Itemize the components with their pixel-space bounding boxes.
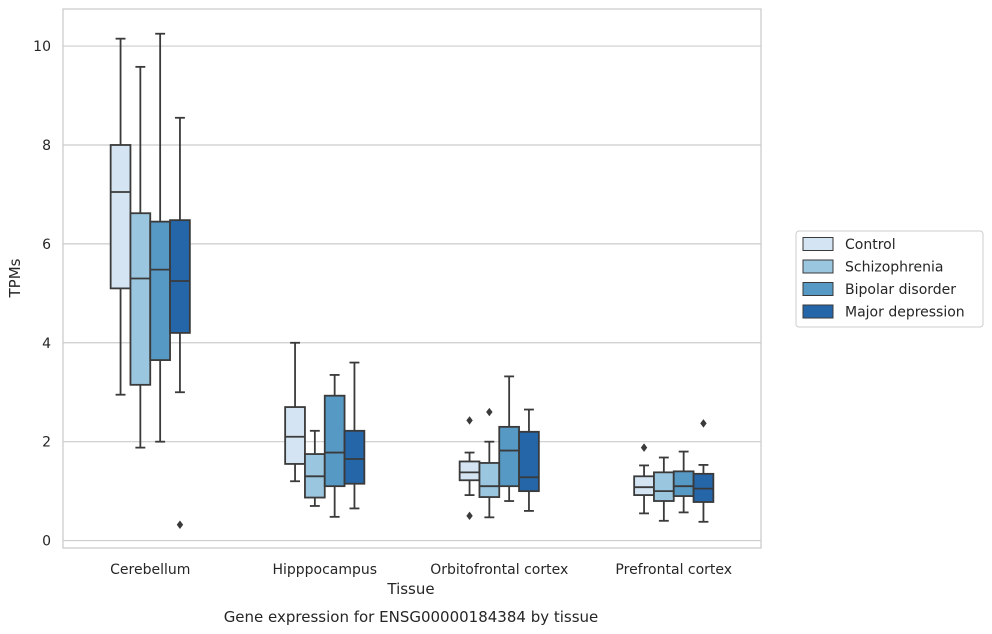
box-cerebellum-major-depression [169, 116, 191, 529]
legend-label-bipolar-disorder: Bipolar disorder [845, 282, 956, 298]
box-hipppocampus-major-depression [343, 361, 366, 510]
x-tick-label: Hipppocampus [272, 562, 377, 578]
y-axis-label: TPMs [6, 258, 24, 298]
box-prefrontal-cortex-bipolar-disorder [672, 450, 695, 514]
y-tick-label: 4 [42, 336, 51, 352]
outlier-point [466, 511, 473, 521]
x-tick-label: Cerebellum [110, 562, 190, 578]
box-prefrontal-cortex-schizophrenia [653, 456, 675, 522]
outlier-point [700, 419, 707, 428]
box-cerebellum-bipolar-disorder [149, 32, 171, 443]
box-prefrontal-cortex-major-depression [692, 419, 715, 523]
box-iqr [323, 394, 346, 488]
legend-swatch-control [802, 237, 834, 251]
box-iqr [518, 430, 540, 493]
boxes [109, 32, 715, 529]
box-orbitofrontal-cortex-major-depression [518, 408, 540, 512]
x-tick-labels: Cerebellum Hipppocampus Orbitofrontal cort… [110, 562, 732, 578]
figure-caption: Gene expression for ENSG00000184384 by t… [224, 608, 599, 626]
box-iqr [149, 220, 171, 361]
legend-label-major-depression: Major depression [845, 305, 965, 321]
box-iqr [498, 425, 520, 488]
box-orbitofrontal-cortex-control [458, 416, 481, 521]
box-iqr [458, 460, 481, 482]
y-tick-label: 6 [42, 237, 51, 253]
outlier-point [176, 520, 184, 529]
box-iqr [109, 144, 132, 290]
box-iqr [169, 219, 191, 334]
box-hipppocampus-control [284, 341, 306, 483]
legend-swatch-bipolar-disorder [802, 282, 834, 296]
box-orbitofrontal-cortex-bipolar-disorder [498, 375, 520, 502]
box-iqr [478, 462, 501, 498]
y-tick-labels: 0 2 4 6 8 10 [33, 39, 51, 549]
y-tick-label: 2 [42, 435, 51, 451]
y-tick-label: 10 [33, 39, 51, 55]
outlier-point [640, 443, 648, 452]
legend: Control Schizophrenia Bipolar disorder Majo… [795, 230, 984, 328]
outlier-point [466, 416, 473, 425]
x-tick-label: Prefrontal cortex [615, 562, 732, 578]
plot-frame [62, 8, 762, 549]
x-axis-label: Tissue [386, 580, 434, 598]
legend-label-schizophrenia: Schizophrenia [845, 260, 943, 276]
box-hipppocampus-bipolar-disorder [323, 374, 346, 518]
box-iqr [633, 475, 655, 496]
box-cerebellum-schizophrenia [129, 65, 152, 449]
legend-frame [795, 230, 984, 328]
box-iqr [653, 471, 675, 502]
box-iqr [129, 212, 152, 386]
box-orbitofrontal-cortex-schizophrenia [478, 407, 501, 519]
box-cerebellum-control [109, 37, 132, 396]
box-iqr [672, 470, 695, 497]
box-prefrontal-cortex-control [633, 443, 655, 515]
x-tick-label: Orbitofrontal cortex [430, 562, 568, 578]
y-tick-label: 0 [42, 534, 51, 550]
legend-swatch-schizophrenia [802, 259, 834, 274]
box-iqr [343, 429, 366, 485]
box-iqr [284, 406, 306, 465]
legend-swatch-major-depression [802, 304, 834, 319]
legend-label-control: Control [845, 237, 896, 253]
outlier-point [486, 407, 493, 417]
y-tick-label: 8 [42, 138, 51, 154]
